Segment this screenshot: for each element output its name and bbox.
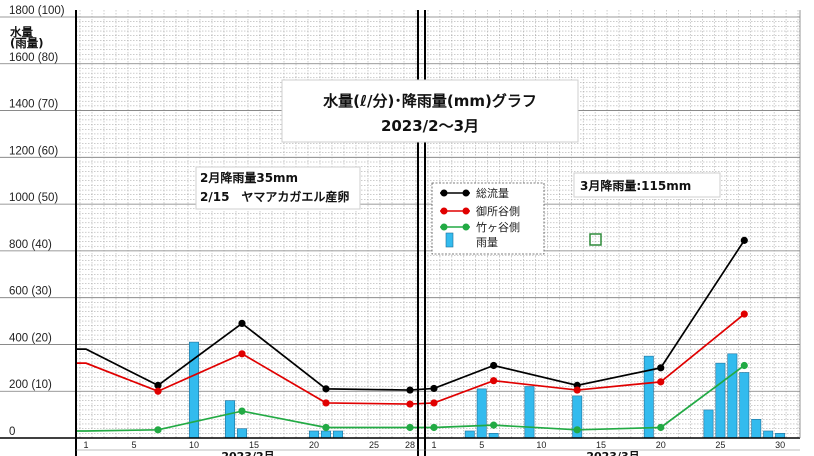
series-point (490, 421, 498, 429)
rain-bar (333, 430, 343, 439)
series-point (322, 399, 330, 407)
title-box: 水量(ℓ/分)･降雨量(mm)グラフ 2023/2～3月 (281, 79, 579, 143)
series-point (573, 426, 581, 434)
series-point (430, 384, 438, 393)
series-point (573, 386, 581, 394)
legend-item-total: 総流量 (440, 186, 509, 200)
rain-bar (643, 355, 654, 439)
legend-item-gosho: 御所谷側 (440, 204, 520, 218)
y-tick-label: 800 (40) (9, 239, 52, 251)
x-tick-label: 5 (131, 440, 136, 450)
y-tick-label: 600 (30) (9, 286, 52, 298)
note-feb: 2月降雨量35mm 2/15 ヤマアカガエル産卵 (195, 166, 361, 210)
note-feb-line1: 2月降雨量35mm (200, 170, 298, 185)
y-tick-label: 0 (9, 426, 15, 438)
x-tick-label: 25 (369, 440, 379, 450)
x-tick-label: 15 (249, 440, 259, 450)
note-mar: 3月降雨量:115mm (573, 172, 721, 198)
selection-handle-icon[interactable] (589, 233, 602, 246)
series-point (322, 385, 330, 393)
series-point (657, 378, 665, 386)
legend-item-rain: 雨量 (445, 232, 498, 249)
series-point (154, 387, 162, 395)
rain-bar (763, 430, 774, 439)
x-axis-labels: 1510152025282023/2月1510152025302023/3月 (83, 440, 785, 456)
rain-bar (488, 433, 499, 439)
rain-bar (703, 409, 714, 439)
y-axis-labels: 0 200 (10) 400 (20) 600 (30) 800 (40) 1000 (5… (9, 5, 65, 438)
rain-bar (524, 386, 535, 439)
series-point (322, 423, 330, 432)
x-tick-label: 28 (405, 440, 415, 450)
series-point (490, 377, 498, 385)
rain-bar (727, 353, 738, 439)
series-point (406, 423, 414, 432)
series-point (238, 407, 246, 415)
legend-label-takegaya: 竹ヶ谷側 (476, 220, 520, 234)
series-point (740, 361, 748, 370)
y-tick-label: 1200 (60) (9, 145, 58, 157)
grid (0, 10, 800, 438)
y-tick-label: 400 (20) (9, 332, 52, 344)
note-mar-line1: 3月降雨量:115mm (580, 178, 691, 193)
note-feb-line2: 2/15 ヤマアカガエル産卵 (200, 189, 349, 204)
rain-bar (237, 428, 247, 439)
series-point (238, 319, 246, 327)
x-tick-label: 20 (309, 440, 319, 450)
rain-bar (321, 430, 331, 439)
y-tick-label: 1800 (100) (9, 5, 65, 17)
series-point (154, 426, 162, 434)
legend-item-takegaya: 竹ヶ谷側 (440, 220, 520, 234)
series-point (430, 399, 438, 407)
x-tick-label: 25 (715, 440, 725, 450)
rain-bar (715, 362, 726, 439)
series-point (740, 236, 748, 244)
y-tick-label: 200 (10) (9, 379, 52, 391)
y-tick-label: 1000 (50) (9, 192, 58, 204)
rain-bar (225, 400, 235, 439)
series-point (657, 364, 665, 372)
flow-lines (76, 236, 748, 434)
month-label: 2023/3月 (586, 450, 639, 456)
month-label: 2023/2月 (221, 450, 274, 456)
x-tick-label: 5 (479, 440, 484, 450)
series-point (238, 350, 246, 358)
chart-title: 水量(ℓ/分)･降雨量(mm)グラフ (323, 92, 537, 110)
rain-bar (464, 430, 475, 439)
y-tick-label: 1600 (80) (9, 52, 58, 64)
x-tick-label: 30 (775, 440, 785, 450)
series-point (657, 423, 665, 432)
series-point (490, 361, 498, 370)
y-unit-text: (雨量) (10, 36, 44, 50)
series-point (154, 381, 162, 389)
series-point (406, 400, 414, 408)
legend-label-gosho: 御所谷側 (476, 204, 520, 218)
rain-bar (476, 388, 487, 439)
rain-bar (739, 372, 750, 439)
series-point (430, 423, 438, 432)
rain-bar (309, 430, 319, 439)
legend: 総流量 御所谷側 竹ヶ谷側 雨量 (431, 182, 545, 255)
y-tick-label: 1400 (70) (9, 99, 58, 111)
x-tick-label: 1 (83, 440, 88, 450)
chart-subtitle: 2023/2～3月 (381, 117, 479, 135)
x-tick-label: 1 (431, 440, 436, 450)
rain-bar (751, 418, 762, 439)
x-tick-label: 15 (596, 440, 606, 450)
legend-label-total: 総流量 (476, 186, 509, 200)
rain-bar (775, 433, 786, 439)
x-tick-label: 10 (536, 440, 546, 450)
series-point (740, 310, 748, 318)
series-point (406, 386, 414, 394)
y-unit-label: 水量(雨量) (10, 25, 44, 50)
x-tick-label: 10 (189, 440, 199, 450)
y-unit-text: 水量 (10, 25, 33, 39)
rain-bars (189, 341, 786, 439)
legend-label-rain: 雨量 (476, 236, 498, 249)
x-tick-label: 20 (656, 440, 666, 450)
